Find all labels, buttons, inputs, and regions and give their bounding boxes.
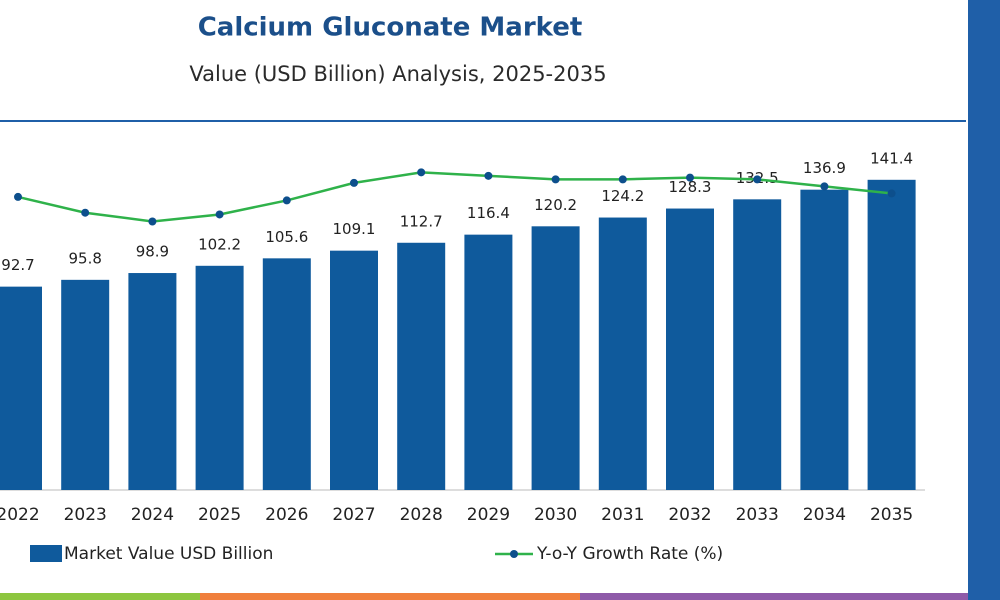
x-tick-label: 2025 [198, 505, 241, 525]
growth-point [417, 168, 426, 177]
bar [867, 179, 916, 490]
value-label: 136.9 [803, 159, 846, 177]
x-tick-label: 2033 [736, 505, 779, 525]
x-tick-label: 2029 [467, 505, 510, 525]
growth-point [14, 192, 22, 201]
bar [666, 208, 714, 490]
value-label: 141.4 [870, 149, 913, 167]
value-label: 112.7 [400, 212, 443, 230]
value-label: 116.4 [467, 204, 510, 222]
x-tick-label: 2024 [131, 505, 174, 525]
growth-point [350, 178, 358, 187]
growth-point [618, 175, 627, 184]
value-label: 128.3 [669, 178, 712, 196]
x-tick-label: 2026 [265, 505, 308, 525]
bar [598, 217, 647, 490]
x-tick-label: 2031 [601, 505, 644, 525]
bar [330, 250, 378, 490]
bar [195, 265, 244, 490]
side-panel [968, 0, 1000, 600]
chart-title: Calcium Gluconate Market [198, 13, 583, 43]
growth-point [81, 208, 90, 217]
bar [262, 258, 311, 490]
growth-point [484, 171, 493, 180]
bar [397, 242, 446, 490]
bar [733, 199, 782, 490]
legend-swatch [30, 545, 62, 562]
value-label: 102.2 [198, 235, 241, 253]
footer-stripe [580, 593, 968, 600]
bar [464, 234, 513, 490]
legend-label: Y-o-Y Growth Rate (%) [536, 544, 723, 564]
x-tick-label: 2023 [64, 505, 107, 525]
x-tick-label: 2030 [534, 505, 577, 525]
bar [0, 286, 42, 490]
x-tick-label: 2034 [803, 505, 846, 525]
value-label: 124.2 [601, 187, 644, 205]
bar [61, 279, 110, 490]
growth-point [686, 173, 694, 182]
bar [531, 226, 580, 490]
growth-point [282, 196, 291, 205]
growth-line [17, 171, 892, 223]
x-tick-label: 2027 [332, 505, 375, 525]
value-label: 98.9 [136, 243, 169, 261]
value-label: 109.1 [333, 220, 376, 238]
x-tick-label: 2035 [870, 505, 913, 525]
growth-point [887, 189, 896, 198]
value-label: 120.2 [534, 196, 577, 214]
value-label: 92.7 [1, 256, 34, 274]
x-tick-label: 2032 [668, 505, 711, 525]
growth-point [551, 175, 560, 184]
legend-swatch-dot [510, 550, 518, 558]
growth-point [148, 217, 157, 226]
bar [800, 189, 849, 490]
footer-stripe [0, 593, 200, 600]
x-tick-label: 2022 [0, 505, 40, 525]
bar [128, 273, 177, 490]
value-label: 105.6 [265, 228, 308, 246]
growth-point [753, 175, 762, 184]
footer-stripe [200, 593, 580, 600]
chart-subtitle: Value (USD Billion) Analysis, 2025-2035 [189, 62, 606, 86]
growth-point [820, 182, 829, 191]
legend-label: Market Value USD Billion [64, 544, 273, 564]
x-tick-label: 2028 [400, 505, 443, 525]
growth-point [215, 210, 224, 219]
value-label: 95.8 [68, 249, 101, 267]
